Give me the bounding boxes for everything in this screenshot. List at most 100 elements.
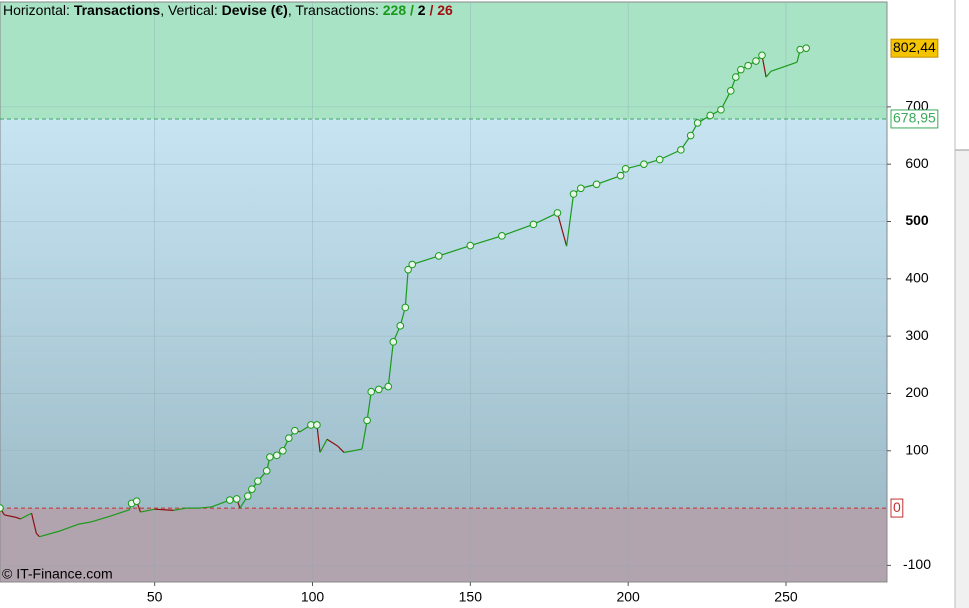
trade-marker: [802, 44, 810, 52]
trade-marker: [225, 496, 234, 504]
reference-label: 0: [893, 499, 901, 515]
trade-marker: [621, 164, 630, 173]
equity-segment: [765, 70, 772, 78]
trade-marker: [384, 382, 393, 391]
y-tick-label: 200: [905, 384, 929, 400]
trade-marker: [731, 73, 740, 81]
scrollbar: [955, 150, 969, 608]
trade-marker: [273, 451, 281, 460]
trade-marker: [243, 492, 252, 500]
y-tick-label: 100: [905, 441, 929, 457]
equity-segment: [404, 269, 409, 308]
equity-segment: [438, 245, 471, 257]
x-tick-label: 250: [774, 589, 798, 605]
header-part: Horizontal:: [3, 2, 74, 18]
trade-marker: [677, 146, 685, 154]
equity-segment: [20, 512, 32, 520]
trade-marker: [132, 497, 141, 505]
header-part: , Transactions:: [288, 2, 383, 18]
y-tick-label: 300: [905, 327, 929, 343]
equity-segment: [366, 391, 372, 421]
trade-marker: [655, 155, 664, 164]
header-part: 26: [437, 2, 453, 18]
trade-marker: [640, 160, 648, 168]
trade-marker: [363, 416, 371, 425]
trade-marker: [262, 467, 271, 475]
zone-above: [0, 2, 887, 119]
zone-below: [0, 508, 887, 582]
equity-segment: [501, 223, 534, 237]
equity-segment: [198, 506, 212, 509]
header-part: 2: [418, 2, 426, 18]
trade-marker: [396, 322, 405, 330]
trade-marker: [569, 190, 578, 198]
trade-marker: [401, 303, 410, 312]
equity-segment: [140, 508, 155, 513]
trade-marker: [367, 387, 376, 396]
trade-marker: [254, 477, 262, 485]
equity-segment: [30, 513, 37, 534]
equity-segment: [343, 448, 363, 454]
equity-segment: [659, 149, 682, 161]
x-tick-label: 150: [459, 589, 483, 605]
equity-segment: [319, 439, 328, 453]
equity-segment: [596, 175, 621, 185]
header-part: Transactions: [74, 2, 161, 18]
equity-segment: [361, 420, 368, 450]
equity-segment: [770, 61, 798, 72]
equity-segment: [4, 514, 16, 518]
trade-marker: [726, 87, 735, 95]
trade-marker: [577, 184, 585, 193]
x-tick-label: 200: [616, 589, 640, 605]
equity-segment: [387, 341, 394, 387]
y-tick-label: 500: [905, 212, 929, 228]
reference-label: 678,95: [893, 110, 936, 126]
trade-marker: [232, 495, 241, 503]
equity-segment: [337, 445, 345, 453]
equity-segment: [78, 521, 92, 525]
trade-marker: [686, 131, 695, 140]
trade-marker: [291, 426, 299, 435]
trade-marker: [706, 111, 715, 120]
trade-marker: [752, 57, 760, 65]
trade-marker: [553, 209, 562, 217]
header-part: /: [406, 2, 418, 18]
equity-segment: [412, 255, 439, 266]
equity-segment: [59, 523, 80, 532]
trade-marker: [374, 385, 383, 394]
equity-segment: [566, 193, 575, 247]
equity-segment: [316, 424, 321, 453]
equity-segment: [110, 509, 130, 517]
watermark: © IT-Finance.com: [2, 566, 113, 582]
trade-marker: [313, 421, 321, 429]
reference-box: [890, 38, 939, 58]
trade-marker: [408, 260, 417, 269]
header-part: , Vertical:: [160, 2, 221, 18]
equity-segment: [91, 515, 111, 523]
zone-middle: [0, 118, 887, 509]
equity-segment: [15, 516, 21, 520]
trade-marker: [616, 171, 625, 180]
equity-segment: [326, 438, 339, 447]
equity-segment: [39, 530, 61, 538]
trade-marker: [0, 504, 4, 512]
reference-label: 802,44: [893, 39, 936, 55]
trade-marker: [717, 105, 725, 114]
trade-marker: [737, 65, 745, 74]
equity-segment: [533, 212, 558, 225]
y-tick-label: -100: [903, 556, 931, 572]
trade-marker: [404, 265, 412, 274]
equity-segment: [556, 212, 568, 247]
trade-marker: [466, 241, 475, 250]
trade-marker: [285, 434, 293, 442]
trade-marker: [529, 220, 538, 229]
reference-box: [890, 109, 939, 129]
y-tick-label: 600: [905, 155, 929, 171]
y-tick-label: 400: [905, 270, 929, 286]
equity-segment: [173, 507, 187, 511]
equity-segment: [154, 508, 174, 511]
trade-marker: [279, 446, 287, 455]
header-part: Devise (€): [222, 2, 288, 18]
